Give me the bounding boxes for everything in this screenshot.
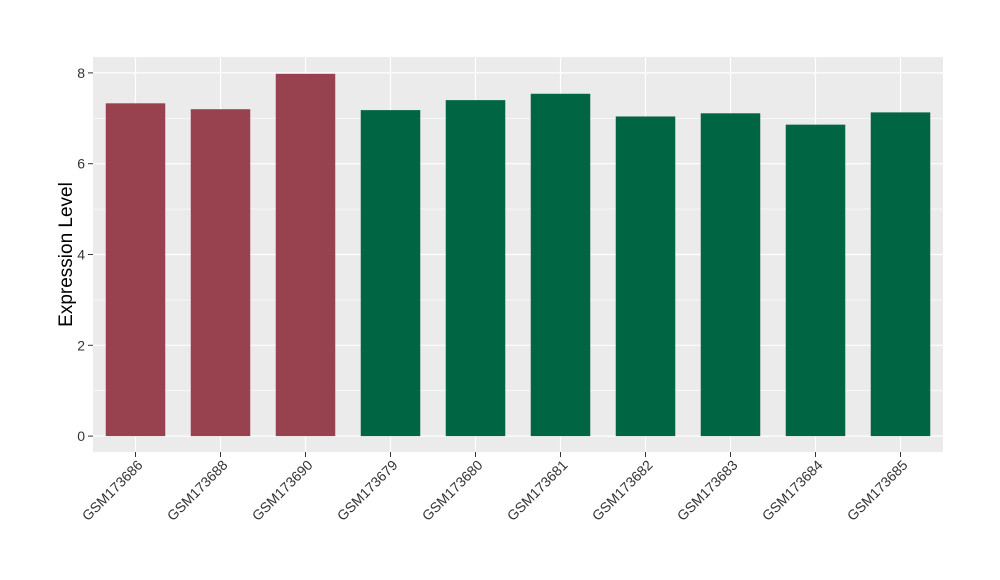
x-tick-label: GSM173679	[334, 457, 401, 524]
x-axis: GSM173686 GSM173688 GSM173690 GSM173679 GSM1…	[79, 452, 911, 524]
bar-GSM173685	[870, 112, 931, 437]
y-tick-label: 4	[77, 247, 85, 263]
bar-GSM173681	[530, 93, 591, 437]
bar-GSM173679	[360, 110, 421, 437]
y-tick-label: 6	[77, 156, 85, 172]
x-tick-label: GSM173684	[759, 457, 826, 524]
x-tick-label: GSM173690	[249, 457, 316, 524]
x-tick-label: GSM173683	[674, 457, 741, 524]
y-tick-label: 8	[77, 65, 85, 81]
x-tick-label: GSM173685	[844, 457, 911, 524]
y-axis-title: Expression Level	[56, 182, 77, 327]
y-tick-label: 0	[77, 428, 85, 444]
y-axis: 0 2 4 6 8	[77, 65, 93, 444]
bars	[105, 73, 931, 437]
bar-GSM173680	[445, 100, 506, 437]
bar-GSM173686	[105, 103, 166, 437]
x-tick-label: GSM173681	[504, 457, 571, 524]
x-tick-label: GSM173688	[164, 457, 231, 524]
bar-GSM173688	[190, 109, 251, 437]
x-tick-label: GSM173680	[419, 457, 486, 524]
bar-GSM173683	[700, 113, 761, 437]
bar-GSM173684	[785, 124, 846, 437]
x-tick-label: GSM173686	[79, 457, 146, 524]
bar-GSM173690	[275, 73, 336, 437]
y-tick-label: 2	[77, 337, 85, 353]
x-tick-label: GSM173682	[589, 457, 656, 524]
bar-GSM173682	[615, 116, 676, 437]
